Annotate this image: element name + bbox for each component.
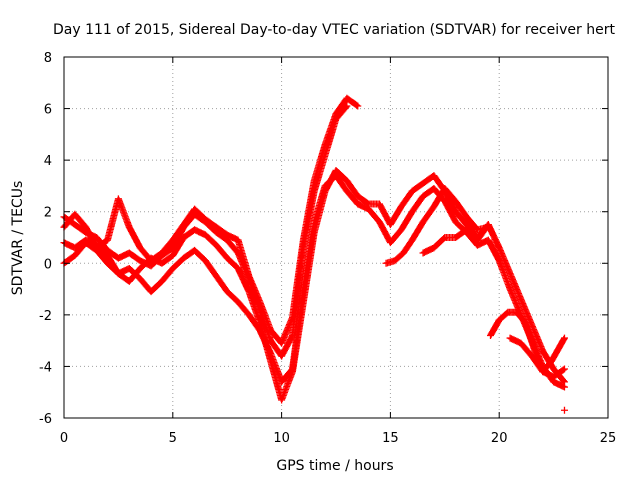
y-tick-label: 8 <box>44 51 52 66</box>
y-tick-label: 4 <box>44 154 52 169</box>
y-tick-label: 2 <box>44 206 52 221</box>
series-8 <box>506 334 568 381</box>
series-5-markers <box>382 185 492 267</box>
y-tick-label: -2 <box>39 309 52 324</box>
series-6-markers <box>419 221 492 257</box>
x-axis-label: GPS time / hours <box>276 458 393 474</box>
x-tick-label: 20 <box>491 431 508 446</box>
plot-frame <box>63 56 609 419</box>
y-axis-label: SDTVAR / TECUs <box>10 181 26 296</box>
x-tick-label: 0 <box>60 431 68 446</box>
y-tick-label: 0 <box>44 257 52 272</box>
tick-labels: 0 5 10 15 20 25 -6 -4 -2 0 2 4 6 8 <box>39 51 616 446</box>
grid <box>64 57 608 418</box>
series-8-markers <box>506 334 568 381</box>
chart-title: Day 111 of 2015, Sidereal Day-to-day VTE… <box>53 22 615 38</box>
series-5 <box>382 185 492 267</box>
series-9-markers <box>560 406 568 414</box>
series-6 <box>419 221 492 257</box>
y-tick-label: -6 <box>39 412 52 427</box>
y-tick-label: 6 <box>44 103 52 118</box>
x-tick-label: 15 <box>382 431 399 446</box>
x-tick-label: 5 <box>169 431 177 446</box>
y-tick-label: -4 <box>39 360 52 375</box>
data-points <box>60 94 568 414</box>
x-tick-label: 10 <box>273 431 290 446</box>
x-tick-label: 25 <box>600 431 617 446</box>
axis-ticks <box>63 56 609 419</box>
series-9 <box>560 406 568 414</box>
